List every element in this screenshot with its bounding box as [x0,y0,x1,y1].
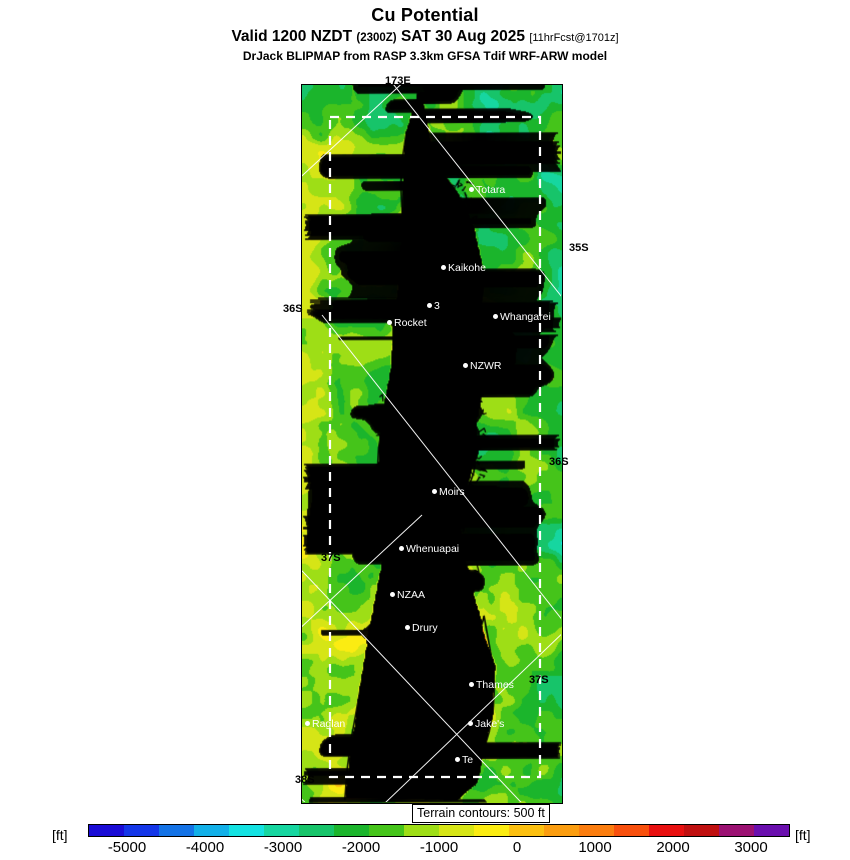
colorbar-tick-label: 3000 [734,839,768,856]
forecast-map[interactable] [301,84,563,804]
colorbar-segment [229,825,264,836]
colorbar-tick-label: -3000 [263,839,303,856]
graticule-label: 36S [549,456,569,468]
colorbar-segment [159,825,194,836]
graticule-label: 37S [529,674,549,686]
valid-time-line: Valid 1200 NZDT (2300Z) SAT 30 Aug 2025 … [0,28,850,46]
colorbar-tick-label: -1000 [419,839,459,856]
terrain-contour-caption: Terrain contours: 500 ft [412,804,550,823]
map-graticule-overlay [302,85,561,802]
colorbar-segment [719,825,754,836]
graticule-label: 36S [283,303,303,315]
colorbar-segment [299,825,334,836]
colorbar-tick-label: -5000 [107,839,147,856]
colorbar-tick-label: -2000 [341,839,381,856]
cu-potential-heatmap [302,85,562,803]
graticule-label: 173E [385,75,411,87]
colorbar-unit-left: [ft] [52,827,68,843]
colorbar-segment [614,825,649,836]
colorbar-unit-right: [ft] [795,827,811,843]
chart-header: Cu Potential Valid 1200 NZDT (2300Z) SAT… [0,0,850,63]
colorbar-segment [404,825,439,836]
valid-time-prefix: Valid 1200 NZDT [231,28,353,45]
colorbar-segment [474,825,509,836]
colorbar-tick-labels: -5000 -4000 -3000 -2000 -1000 0 1000 2000 3000 [88,839,790,859]
colorbar-segment [754,825,789,836]
colorbar-tick-label: 0 [512,839,522,856]
graticule-label: 37S [321,552,341,564]
graticule-label: 38S [295,774,315,786]
graticule-label: 35S [569,242,589,254]
colorbar-legend: [ft] -5000 -4000 -3000 -2000 -1000 0 1000 2000 3… [0,822,850,860]
colorbar-segment [89,825,124,836]
colorbar-segment [579,825,614,836]
colorbar-segment [509,825,544,836]
colorbar-segment [334,825,369,836]
colorbar-segment [194,825,229,836]
colorbar-tick-label: -4000 [185,839,225,856]
model-description: DrJack BLIPMAP from RASP 3.3km GFSA Tdif… [242,49,608,63]
valid-date: SAT 30 Aug 2025 [400,28,525,45]
colorbar-segment [369,825,404,836]
colorbar-tick-label: 2000 [656,839,690,856]
colorbar-segment [544,825,579,836]
valid-time-zulu: (2300Z) [356,32,397,44]
colorbar-segment [439,825,474,836]
colorbar-segment [264,825,299,836]
colorbar-tick-label: 1000 [578,839,612,856]
page-title: Cu Potential [371,5,479,25]
colorbar-segment [649,825,684,836]
forecast-tag: [11hrFcst@1701z] [529,32,619,44]
colorbar-segment [124,825,159,836]
colorbar-segment [684,825,719,836]
colorbar-gradient [88,824,790,837]
